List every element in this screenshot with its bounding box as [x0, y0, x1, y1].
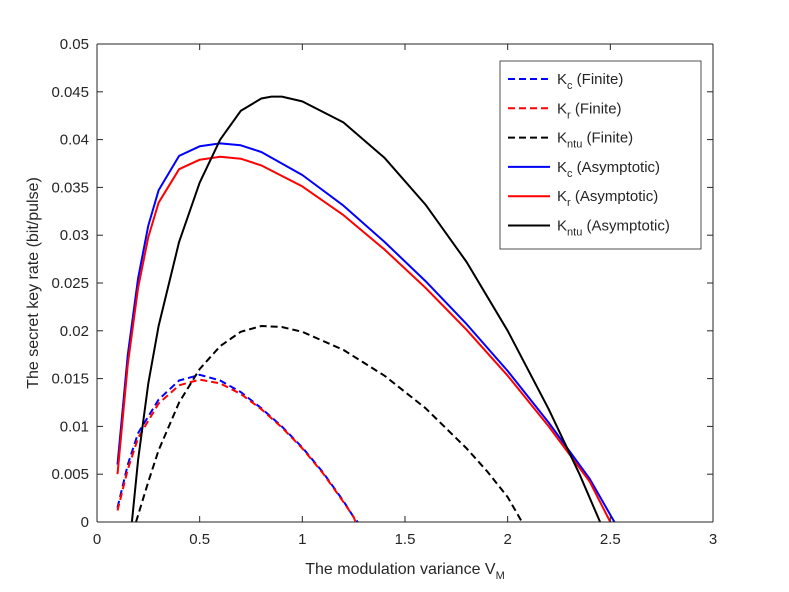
x-tick-label: 0.5: [189, 531, 210, 548]
y-tick-label: 0.05: [60, 36, 89, 53]
x-tick-label: 1: [298, 531, 306, 548]
series-line-5: [130, 95, 602, 523]
legend: Kc (Finite) Kr (Finite) Kntu (Finite) Kc (A…: [499, 60, 702, 250]
y-tick-label: 0.01: [60, 418, 89, 435]
legend-label-2: Kntu (Finite): [557, 130, 633, 151]
y-tick-label: 0.005: [51, 466, 89, 483]
x-tick-label: 1.5: [395, 531, 416, 548]
legend-label-5: Kntu (Asymptotic): [557, 218, 670, 239]
x-tick-label: 2: [503, 531, 511, 548]
x-tick-label: 3: [709, 531, 717, 548]
legend-label-3: Kc (Asymptotic): [557, 159, 660, 180]
series-layer: [116, 95, 616, 523]
series-line-2: [135, 325, 523, 523]
series-line-3: [116, 142, 616, 523]
legend-label-4: Kr (Asymptotic): [557, 188, 658, 209]
x-tick-label: 2.5: [600, 531, 621, 548]
x-tick-label: 0: [93, 531, 101, 548]
series-line-4: [116, 155, 612, 523]
x-axis-label-main: The modulation variance V: [305, 561, 496, 578]
series-line-1: [116, 378, 357, 523]
x-axis-label: The modulation variance VM: [305, 561, 505, 582]
y-tick-label: 0.045: [51, 84, 89, 101]
y-axis-label: The secret key rate (bit/pulse): [25, 177, 42, 389]
x-axis-label-subscript: M: [496, 570, 505, 582]
legend-box: [499, 60, 702, 250]
y-tick-label: 0.035: [51, 179, 89, 196]
y-tick-label: 0: [81, 514, 89, 531]
tick-layer: 0 0.5 1 1.5 2 2.5 3 0 0.005 0.01 0.015 0.02 0.025 0.0…: [51, 36, 717, 548]
y-tick-label: 0.025: [51, 275, 89, 292]
y-tick-label: 0.015: [51, 371, 89, 388]
series-line-0: [116, 373, 359, 523]
y-tick-label: 0.02: [60, 323, 89, 340]
y-tick-label: 0.04: [60, 132, 89, 149]
legend-label-1: Kr (Finite): [557, 100, 622, 121]
y-tick-label: 0.03: [60, 227, 89, 244]
legend-label-0: Kc (Finite): [557, 71, 623, 92]
